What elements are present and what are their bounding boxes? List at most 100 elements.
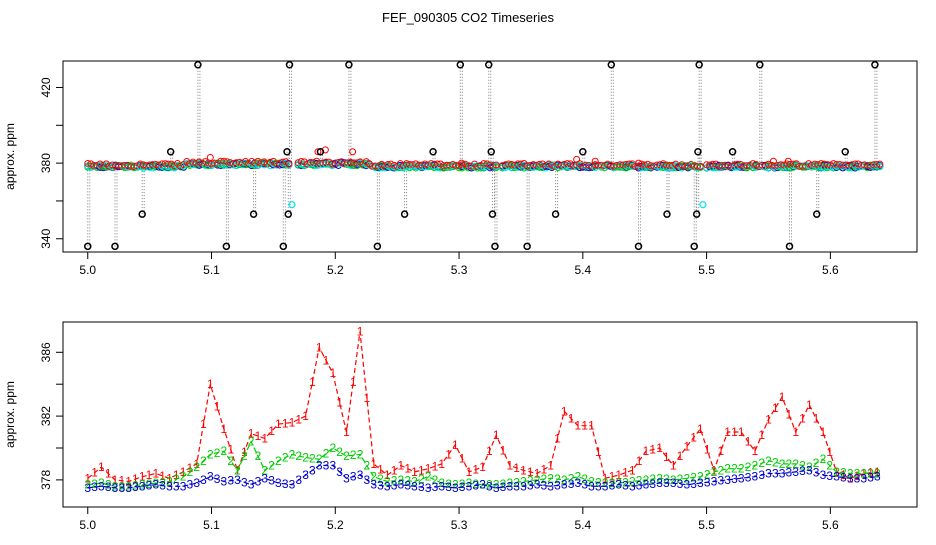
spike-marker [607, 61, 616, 69]
series-point-label-3: 3 [105, 480, 112, 494]
spike-marker [488, 210, 497, 218]
series-point-label-2: 2 [799, 459, 806, 473]
series-point-label-2: 2 [540, 472, 547, 486]
series-point-label-3: 3 [745, 470, 752, 484]
series-point-label-3: 3 [500, 480, 507, 494]
series-point-label-3: 3 [615, 478, 622, 492]
series-point-label-1: 1 [84, 471, 91, 485]
series-point-label-3: 3 [411, 479, 418, 493]
series-point-label-3: 3 [731, 472, 738, 486]
series-point-label-3: 3 [214, 472, 221, 486]
series-point-label-3: 3 [452, 481, 459, 495]
series-point-label-3: 3 [275, 476, 282, 490]
series-point-label-2: 2 [609, 476, 616, 490]
series-point-label-1: 1 [350, 375, 357, 389]
series-point-label-3: 3 [316, 459, 323, 473]
series-point-label-3: 3 [302, 468, 309, 482]
series-point-label-2: 2 [622, 475, 629, 489]
series-point-label-2: 2 [282, 451, 289, 465]
spike-marker [456, 61, 465, 69]
series-point-label-2: 2 [697, 470, 704, 484]
series-point-label-3: 3 [860, 471, 867, 485]
series-point-label-1: 1 [377, 463, 384, 477]
series-point-label-3: 3 [370, 478, 377, 492]
series-point-label-3: 3 [772, 467, 779, 481]
series-point-label-2: 2 [316, 452, 323, 466]
series-point-label-2: 2 [677, 472, 684, 486]
series-point-label-3: 3 [241, 475, 248, 489]
spike-marker [785, 242, 794, 251]
series-point-label-1: 1 [391, 463, 398, 477]
series-point-label-2: 2 [377, 472, 384, 486]
series-point-label-1: 1 [118, 474, 125, 488]
series-point-label-3: 3 [329, 459, 336, 473]
y-axis-label: approx. ppm [3, 381, 17, 448]
series-point-label-2: 2 [486, 478, 493, 492]
series-point-label-3: 3 [663, 476, 670, 490]
spike-marker [663, 210, 671, 218]
red-excursion-point [314, 148, 322, 156]
series-point-label-3: 3 [445, 480, 452, 494]
spike-marker [694, 148, 702, 156]
series-point-label-1: 1 [146, 468, 153, 482]
series-point-label-1: 1 [622, 466, 629, 480]
series-point-label-2: 2 [786, 457, 793, 471]
series-point-label-2: 2 [772, 455, 779, 469]
bottom-panel: 5.0 5.1 5.2 5.3 5.4 5.5 5.6 378 382 386 approx. pp… [3, 321, 918, 532]
series-point-label-1: 1 [214, 400, 221, 414]
top-panel: 5.0 5.1 5.2 5.3 5.4 5.5 5.6 340 380 420 approx. pp… [3, 60, 918, 277]
series-point-label-1: 1 [445, 447, 452, 461]
spike-marker [634, 242, 643, 251]
series-point-label-3: 3 [513, 479, 520, 493]
series-point-label-3: 3 [112, 481, 119, 495]
series-point-label-2: 2 [779, 457, 786, 471]
x-tick-label: 5.1 [203, 263, 220, 277]
series-point-label-1: 1 [316, 341, 323, 355]
series-point-label-2: 2 [874, 467, 881, 481]
series-point-label-2: 2 [758, 456, 765, 470]
series-point-label-1: 1 [139, 470, 146, 484]
series-point-label-1: 1 [187, 461, 194, 475]
spike-marker [373, 242, 382, 251]
series-point-label-3: 3 [227, 474, 234, 488]
series-point-label-3: 3 [364, 473, 371, 487]
series-point-label-3: 3 [575, 476, 582, 490]
series-point-label-2: 2 [568, 471, 575, 485]
series-point-label-1: 1 [765, 412, 772, 426]
y-tick-label: 380 [39, 153, 53, 173]
series-point-label-3: 3 [309, 463, 316, 477]
series-point-label-1: 1 [248, 427, 255, 441]
series-point-label-1: 1 [506, 459, 513, 473]
series-point-label-1: 1 [513, 461, 520, 475]
series-point-label-3: 3 [752, 470, 759, 484]
series-point-label-3: 3 [255, 474, 262, 488]
series-point-label-2: 2 [833, 465, 840, 479]
x-tick-label: 5.1 [203, 518, 220, 532]
spike-marker [692, 210, 701, 218]
series-point-label-2: 2 [418, 472, 425, 486]
series-point-label-3: 3 [833, 470, 840, 484]
x-tick-label: 5.6 [822, 518, 839, 532]
x-tick-label: 5.3 [451, 263, 468, 277]
series-point-label-1: 1 [786, 408, 793, 422]
series-point-label-2: 2 [466, 476, 473, 490]
series-point-label-3: 3 [758, 468, 765, 482]
red-excursion-point [206, 153, 214, 161]
series-point-label-2: 2 [343, 449, 350, 463]
series-point-label-1: 1 [697, 422, 704, 436]
series-point-label-2: 2 [187, 465, 194, 479]
series-point-label-1: 1 [166, 471, 173, 485]
series-point-label-1: 1 [452, 438, 459, 452]
series-point-label-3: 3 [268, 474, 275, 488]
series-point-label-3: 3 [472, 478, 479, 492]
series-point-label-2: 2 [452, 478, 459, 492]
series-point-label-1: 1 [173, 468, 180, 482]
x-tick-label: 5.0 [79, 518, 96, 532]
series-point-label-3: 3 [540, 478, 547, 492]
series-point-label-3: 3 [595, 479, 602, 493]
series-point-label-2: 2 [615, 476, 622, 490]
series-point-label-2: 2 [370, 470, 377, 484]
series-line-2 [87, 440, 878, 487]
spike-marker [249, 210, 258, 218]
